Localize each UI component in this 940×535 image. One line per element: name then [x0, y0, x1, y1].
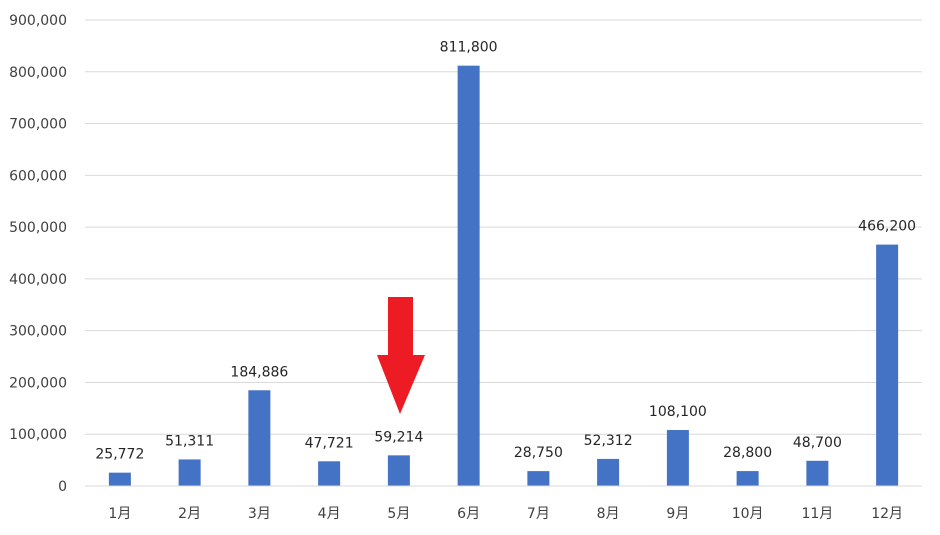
- x-tick-label: 9月: [666, 506, 689, 522]
- bar: [806, 460, 829, 486]
- red-down-arrow-annotation: [377, 297, 425, 414]
- bars: [108, 65, 899, 486]
- x-tick-label: 7月: [527, 506, 550, 522]
- data-label: 48,700: [793, 435, 842, 451]
- bar: [318, 461, 341, 486]
- y-tick-label: 700,000: [9, 117, 67, 133]
- data-labels: 25,772 51,311 184,886 47,721 59,214 811,800 28…: [95, 40, 916, 463]
- x-tick-label: 3月: [248, 506, 271, 522]
- y-axis-tick-labels: 0 100,000 200,000 300,000 400,000 500,000 600,…: [9, 13, 67, 495]
- bar: [666, 430, 689, 486]
- data-label: 47,721: [305, 435, 354, 451]
- y-tick-label: 300,000: [9, 324, 67, 340]
- x-tick-label: 5月: [387, 506, 410, 522]
- y-tick-label: 100,000: [9, 427, 67, 443]
- x-tick-label: 2月: [178, 506, 201, 522]
- data-label: 25,772: [95, 447, 144, 463]
- data-label: 184,886: [230, 364, 288, 380]
- y-tick-label: 900,000: [9, 13, 67, 29]
- x-tick-label: 10月: [732, 506, 764, 522]
- data-label: 28,800: [723, 445, 772, 461]
- x-tick-label: 4月: [318, 506, 341, 522]
- data-label: 52,312: [584, 433, 633, 449]
- data-label: 811,800: [440, 40, 498, 56]
- bar: [597, 458, 620, 486]
- y-tick-label: 600,000: [9, 168, 67, 184]
- bar: [736, 471, 759, 486]
- x-axis-tick-labels: 1月 2月 3月 4月 5月 6月 7月 8月 9月 10月 11月 12月: [108, 506, 903, 522]
- data-label: 51,311: [165, 433, 214, 449]
- bar: [527, 471, 550, 486]
- data-label: 59,214: [374, 429, 423, 445]
- bar: [108, 472, 131, 486]
- y-tick-label: 0: [58, 479, 67, 495]
- gridlines: [85, 19, 922, 435]
- bar: [876, 244, 899, 486]
- data-label: 108,100: [649, 404, 707, 420]
- data-label: 466,200: [858, 219, 916, 235]
- y-tick-label: 200,000: [9, 375, 67, 391]
- data-label: 28,750: [514, 445, 563, 461]
- bar: [457, 65, 480, 486]
- x-tick-label: 1月: [108, 506, 131, 522]
- y-tick-label: 800,000: [9, 65, 67, 81]
- x-tick-label: 6月: [457, 506, 480, 522]
- bar: [178, 459, 201, 486]
- bar: [387, 455, 410, 486]
- y-tick-label: 400,000: [9, 272, 67, 288]
- y-tick-label: 500,000: [9, 220, 67, 236]
- bar: [248, 390, 271, 486]
- x-tick-label: 11月: [801, 506, 833, 522]
- x-tick-label: 8月: [597, 506, 620, 522]
- x-tick-label: 12月: [871, 506, 903, 522]
